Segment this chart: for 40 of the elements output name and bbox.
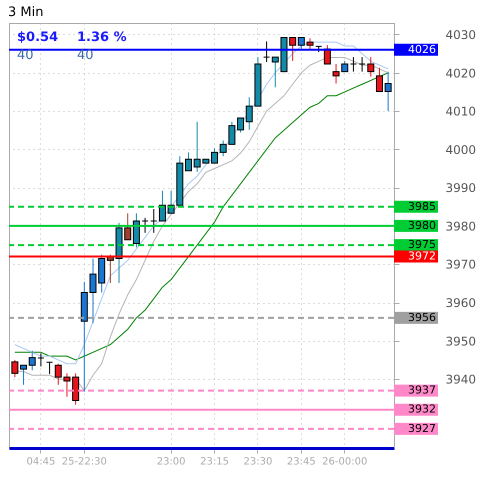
ref-line-label: 3972 xyxy=(408,250,436,263)
y-tick-label: 3970 xyxy=(446,258,476,272)
annotation: 1.36 % xyxy=(77,30,127,45)
y-tick-label: 4000 xyxy=(446,142,476,157)
ref-line-label: 4026 xyxy=(408,42,436,56)
x-tick-label: 23:30 xyxy=(244,456,272,468)
annotation: 40 xyxy=(77,48,94,63)
y-tick-label: 4030 xyxy=(446,28,476,42)
x-tick-label: 25-22:30 xyxy=(62,456,107,468)
y-tick-label: 3940 xyxy=(446,372,476,387)
y-tick-label: 3990 xyxy=(446,181,476,196)
ref-line-label: 3932 xyxy=(408,402,436,416)
ref-line-label: 3985 xyxy=(408,200,436,213)
candlestick xyxy=(142,217,149,234)
x-tick-label: 23:45 xyxy=(286,456,316,468)
x-tick-label: 04:45 xyxy=(26,456,56,468)
ref-line-label: 3927 xyxy=(408,422,436,435)
x-tick-label: 23:15 xyxy=(200,456,229,468)
ref-line-label: 3980 xyxy=(408,218,436,232)
ref-line-label: 3937 xyxy=(408,384,436,397)
ref-line-label: 3956 xyxy=(408,310,436,324)
y-tick-label: 4020 xyxy=(446,66,476,80)
candlestick xyxy=(263,40,270,63)
candlestick xyxy=(46,362,54,375)
candlestick xyxy=(350,56,357,72)
chart-title: 3 Min xyxy=(8,5,44,20)
x-tick-label: 26-00:00 xyxy=(322,456,368,468)
candlestick xyxy=(358,56,366,72)
ref-line-label: 3975 xyxy=(408,238,436,252)
y-tick-label: 3980 xyxy=(446,219,476,234)
y-tick-label: 3960 xyxy=(446,296,476,310)
x-tick-label: 23:00 xyxy=(156,456,186,468)
annotation: $0.54 xyxy=(17,30,58,45)
y-tick-label: 3950 xyxy=(446,334,476,348)
y-tick-label: 4010 xyxy=(446,104,476,119)
candlestick xyxy=(132,212,140,248)
candlestick xyxy=(367,56,374,78)
candlestick xyxy=(37,352,44,367)
candlestick xyxy=(150,208,158,234)
annotation: 40 xyxy=(17,48,34,63)
